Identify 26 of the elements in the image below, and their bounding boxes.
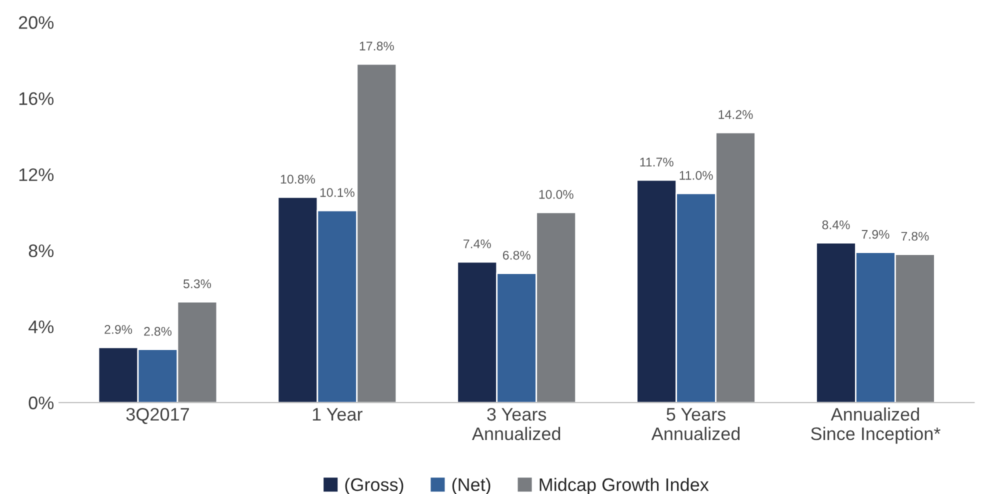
y-tick-label: 12% [19,168,54,182]
data-label: 10.8% [280,174,315,184]
y-tick-label: 16% [19,92,54,106]
y-tick-label: 0% [28,396,54,410]
data-label: 7.8% [901,232,929,241]
data-label: 2.8% [144,326,172,336]
x-tick-label: 5 Years Annualized [651,408,740,440]
data-label: 7.4% [464,239,491,248]
y-tick-label: 20% [18,16,54,29]
data-label: 11.0% [680,170,713,180]
data-label: 7.9% [862,230,890,239]
data-label: 11.7% [640,158,674,166]
y-tick-label: 4% [28,320,54,334]
x-tick-label: 3 Years Annualized [472,408,560,440]
data-label: 10.1% [320,188,354,197]
data-label: 5.3% [183,279,212,288]
data-label: 17.8% [360,42,394,50]
data-label: 10.0% [539,190,574,199]
x-tick-label: 1 Year [312,408,362,421]
x-tick-label: 3Q2017 [126,408,189,424]
data-label: 14.2% [718,110,753,119]
y-tick-label: 8% [28,244,54,258]
data-label: 2.9% [104,325,132,334]
data-label: 8.4% [822,220,850,230]
data-label: 6.8% [502,250,530,260]
x-tick-label: Annualized Since Inception* [811,407,940,444]
